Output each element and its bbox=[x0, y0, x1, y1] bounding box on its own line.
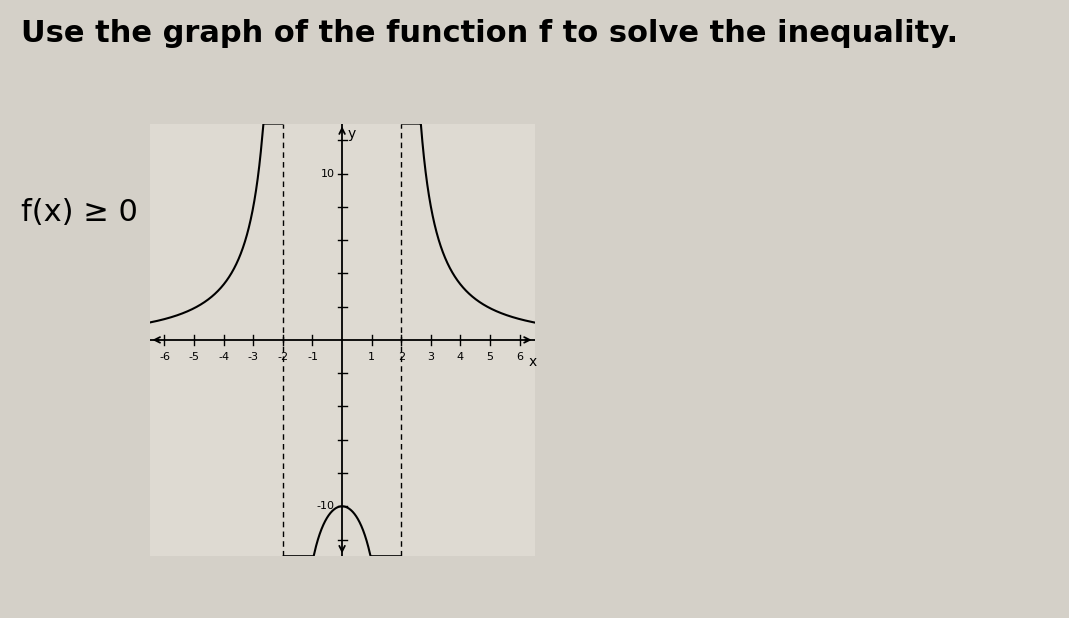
Text: x: x bbox=[529, 355, 537, 369]
Text: -4: -4 bbox=[218, 352, 229, 362]
Text: 2: 2 bbox=[398, 352, 405, 362]
Text: 1: 1 bbox=[368, 352, 375, 362]
Text: 5: 5 bbox=[486, 352, 494, 362]
Text: -5: -5 bbox=[188, 352, 200, 362]
Text: 3: 3 bbox=[428, 352, 434, 362]
Text: Use the graph of the function f to solve the inequality.: Use the graph of the function f to solve… bbox=[21, 19, 959, 48]
Text: 4: 4 bbox=[456, 352, 464, 362]
Text: f(x) ≥ 0: f(x) ≥ 0 bbox=[21, 198, 138, 227]
Text: -6: -6 bbox=[159, 352, 170, 362]
Text: 10: 10 bbox=[321, 169, 335, 179]
Text: 6: 6 bbox=[516, 352, 523, 362]
Text: y: y bbox=[348, 127, 356, 141]
Text: -3: -3 bbox=[248, 352, 259, 362]
Text: -1: -1 bbox=[307, 352, 317, 362]
Text: -2: -2 bbox=[277, 352, 289, 362]
Text: -10: -10 bbox=[316, 501, 335, 511]
